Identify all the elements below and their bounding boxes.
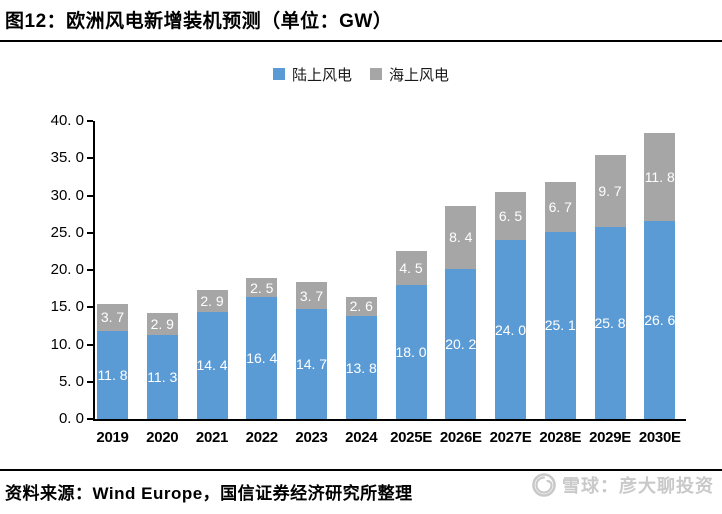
snowball-icon: [532, 473, 556, 497]
bar-segment-offshore-2024: 2. 6: [345, 296, 377, 317]
y-axis-tick: [87, 343, 93, 346]
y-tick-label: 15. 0: [50, 298, 84, 316]
bar-segment-onshore-2029E: 25. 8: [594, 226, 626, 419]
bar-label-offshore-2028E: 6. 7: [548, 199, 572, 216]
bar-label-onshore-2030E: 26. 6: [644, 311, 676, 328]
bar-segment-onshore-2030E: 26. 6: [644, 220, 676, 419]
y-axis-tick: [87, 231, 93, 234]
bar-label-offshore-2021: 2. 9: [200, 292, 224, 309]
bar-segment-offshore-2023: 3. 7: [296, 281, 327, 310]
title-divider-line: [0, 40, 722, 42]
chart-legend: 陆上风电 海上风电: [0, 64, 722, 85]
bar-label-offshore-2027E: 6. 5: [498, 207, 523, 224]
y-axis-tick: [87, 380, 93, 383]
y-axis-tick: [87, 269, 93, 271]
bar-segment-offshore-2020: 2. 9: [146, 313, 178, 335]
bar-segment-onshore-2024: 13. 8: [346, 316, 377, 419]
legend-label-offshore: 海上风电: [389, 66, 450, 84]
y-axis-tick: [87, 418, 93, 420]
bar-label-offshore-2029E: 9. 7: [598, 182, 622, 199]
legend-label-onshore: 陆上风电: [291, 66, 352, 84]
y-tick-label: 10. 0: [50, 335, 84, 353]
offshore-color-swatch: [370, 68, 382, 80]
watermark-text: 雪球：彦大聊投资: [562, 476, 714, 496]
y-tick-label: 40. 0: [50, 112, 84, 129]
bar-segment-offshore-2022: 2. 5: [246, 278, 278, 297]
bar-segment-offshore-2027E: 6. 5: [495, 191, 526, 241]
bar-label-offshore-2025E: 4. 5: [399, 260, 423, 277]
y-axis-tick: [87, 306, 93, 309]
x-tick-label-2025E: 2025E: [390, 429, 432, 446]
bar-label-offshore-2023: 3. 7: [299, 287, 324, 304]
bar-label-onshore-2027E: 24. 0: [494, 321, 527, 338]
bar-segment-onshore-2026E: 20. 2: [445, 268, 477, 419]
y-tick-label: 20. 0: [50, 261, 84, 278]
bar-segment-onshore-2021: 14. 4: [196, 311, 228, 419]
bar-segment-offshore-2026E: 8. 4: [445, 205, 477, 269]
x-tick-label-2030E: 2030E: [638, 429, 681, 446]
bar-label-onshore-2025E: 18. 0: [395, 343, 427, 360]
x-tick-label-2019: 2019: [96, 429, 129, 446]
bar-label-offshore-2019: 3. 7: [100, 309, 125, 326]
x-tick-label-2021: 2021: [195, 429, 229, 446]
y-tick-label: 5. 0: [58, 372, 84, 390]
bar-label-onshore-2022: 16. 4: [246, 349, 278, 366]
bar-segment-onshore-2023: 14. 7: [296, 309, 327, 419]
bar-segment-offshore-2028E: 6. 7: [544, 182, 576, 232]
bar-label-onshore-2024: 13. 8: [345, 359, 377, 376]
bar-label-onshore-2019: 11. 8: [97, 367, 128, 384]
bar-label-onshore-2021: 14. 4: [196, 357, 228, 374]
bar-label-onshore-2023: 14. 7: [295, 356, 328, 373]
y-axis-line: [93, 121, 95, 421]
bar-label-offshore-2022: 2. 5: [250, 279, 274, 296]
legend-item-offshore: 海上风电: [370, 64, 449, 85]
watermark: 雪球：彦大聊投资: [531, 472, 714, 498]
bar-segment-onshore-2019: 11. 8: [97, 331, 128, 419]
x-tick-label-2028E: 2028E: [539, 429, 582, 446]
x-tick-label-2022: 2022: [245, 429, 278, 446]
x-axis-line: [93, 419, 686, 421]
y-tick-label: 0. 0: [58, 410, 84, 427]
y-tick-label: 25. 0: [50, 223, 84, 241]
bar-label-onshore-2026E: 20. 2: [445, 335, 477, 352]
bar-segment-onshore-2028E: 25. 1: [545, 232, 576, 419]
bar-segment-offshore-2019: 3. 7: [97, 303, 128, 332]
x-tick-label-2020: 2020: [146, 429, 179, 446]
x-tick-label-2029E: 2029E: [589, 429, 631, 446]
onshore-color-swatch: [272, 68, 285, 80]
x-tick-label-2024: 2024: [345, 429, 378, 446]
footer-divider-line: [0, 469, 722, 471]
bar-segment-offshore-2021: 2. 9: [196, 290, 228, 312]
y-axis-tick: [87, 157, 93, 160]
bar-label-offshore-2030E: 11. 8: [644, 168, 675, 185]
bar-segment-offshore-2030E: 11. 8: [644, 132, 676, 221]
legend-item-onshore: 陆上风电: [272, 64, 352, 85]
source-note: 资料来源：Wind Europe，国信证券经济研究所整理: [5, 484, 413, 503]
x-tick-label-2027E: 2027E: [489, 429, 532, 446]
bar-segment-onshore-2022: 16. 4: [246, 296, 278, 419]
y-tick-label: 35. 0: [50, 149, 84, 167]
bar-segment-offshore-2029E: 9. 7: [594, 154, 626, 227]
bar-segment-onshore-2027E: 24. 0: [495, 240, 526, 419]
x-tick-label-2026E: 2026E: [439, 429, 482, 446]
y-tick-label: 30. 0: [50, 186, 84, 204]
y-axis-tick: [87, 194, 93, 197]
bar-segment-onshore-2025E: 18. 0: [395, 284, 427, 419]
bar-label-onshore-2020: 11. 3: [147, 368, 178, 385]
figure-title: 图12：欧洲风电新增装机预测（单位：GW）: [5, 11, 393, 32]
bar-label-offshore-2024: 2. 6: [349, 298, 373, 315]
bar-label-offshore-2026E: 8. 4: [449, 229, 473, 246]
bar-label-onshore-2029E: 25. 8: [594, 314, 626, 331]
y-axis-tick: [87, 120, 93, 122]
bar-label-offshore-2020: 2. 9: [150, 316, 174, 332]
x-tick-label-2023: 2023: [295, 429, 328, 446]
bar-segment-offshore-2025E: 4. 5: [395, 251, 427, 285]
bar-label-onshore-2028E: 25. 1: [544, 317, 576, 334]
bar-segment-onshore-2020: 11. 3: [146, 334, 178, 419]
